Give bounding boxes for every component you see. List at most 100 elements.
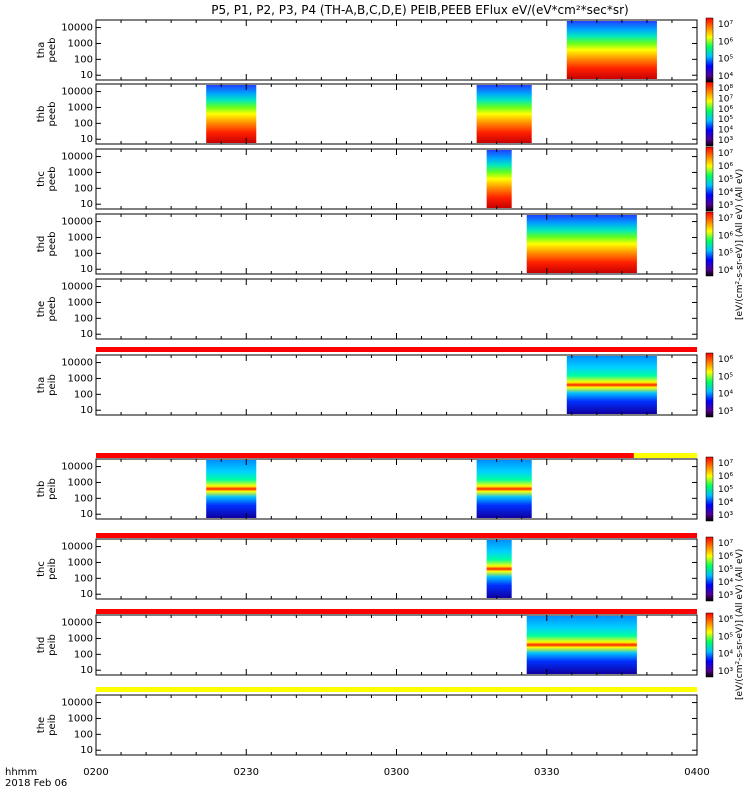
panel-label-line: peeb [47, 167, 58, 192]
figure-title: P5, P1, P2, P3, P4 (TH-A,B,C,D,E) PEIB,P… [211, 3, 628, 17]
y-tick-label: 10000 [61, 618, 93, 629]
y-tick-label: 100 [74, 248, 93, 259]
spectrogram-block [486, 540, 512, 598]
panel-label: thepeib [36, 714, 58, 736]
panel-label-line: thd [36, 637, 47, 654]
colorbar-tick-label: 10⁵ [718, 565, 733, 575]
colorbar-tick-label: 10³ [718, 667, 733, 677]
flag-bar [96, 453, 634, 458]
y-tick-label: 10 [80, 509, 93, 520]
colorbar-tick-label: 10⁴ [718, 266, 733, 276]
colorbar-tick-label: 10⁵ [718, 485, 733, 495]
y-tick-label: 1000 [68, 38, 93, 49]
y-tick-label: 10000 [61, 358, 93, 369]
spectrogram-block [526, 215, 637, 273]
y-tick-label: 10 [80, 405, 93, 416]
panel-label-line: thc [36, 171, 47, 187]
y-tick-label: 10000 [61, 542, 93, 553]
y-tick-label: 100 [74, 313, 93, 324]
spectrogram-block [566, 21, 657, 79]
spectrogram-block [486, 150, 512, 208]
colorbar-tick-label: 10⁷ [718, 214, 733, 224]
y-tick-label: 10000 [61, 87, 93, 98]
panel-label-line: thb [36, 106, 47, 123]
colorbar [705, 211, 714, 277]
colorbar-tick-label: 10⁴ [718, 188, 733, 198]
panel-label: thdpeib [36, 634, 58, 656]
y-tick-label: 100 [74, 54, 93, 65]
y-tick-label: 1000 [68, 102, 93, 113]
y-tick-label: 10000 [61, 152, 93, 163]
colorbar [705, 612, 714, 678]
panel-label: thapeib [36, 374, 58, 396]
spectrogram-block [206, 85, 257, 143]
panel-frame [95, 694, 698, 756]
y-tick-label: 100 [74, 573, 93, 584]
colorbar-tick-label: 10⁶ [718, 472, 733, 482]
y-tick-label: 10 [80, 745, 93, 756]
y-tick-label: 1000 [68, 373, 93, 384]
panel-label-line: tha [36, 42, 47, 58]
spectrogram-block [526, 616, 637, 674]
spectrogram-block [476, 85, 532, 143]
colorbar-tick-label: 10³ [718, 201, 733, 211]
panel-label: thbpeib [36, 478, 58, 500]
spectrogram-block [566, 356, 657, 414]
panel-label-line: thb [36, 481, 47, 498]
colorbar [705, 456, 714, 522]
flag-bar [633, 453, 697, 458]
y-tick-label: 10000 [61, 23, 93, 34]
colorbar-tick-label: 10⁷ [718, 149, 733, 159]
panel-label: thcpeib [36, 558, 58, 580]
y-tick-label: 1000 [68, 557, 93, 568]
y-tick-label: 10 [80, 589, 93, 600]
y-tick-label: 10000 [61, 282, 93, 293]
colorbar-tick-label: 10⁵ [718, 249, 733, 259]
panel-label-line: peib [47, 558, 58, 580]
y-tick-label: 10 [80, 329, 93, 340]
panel-label-line: peeb [47, 102, 58, 127]
panel-label: thbpeeb [36, 102, 58, 127]
colorbar-tick-label: 10⁷ [718, 94, 733, 104]
colorbar-tick-label: 10⁴ [718, 498, 733, 508]
panel-label-line: the [36, 717, 47, 733]
colorbar-tick-label: 10⁴ [718, 126, 733, 136]
colorbar-tick-label: 10⁶ [718, 37, 733, 47]
x-tick-label: 0300 [384, 767, 409, 778]
x-tick-label: 0330 [534, 767, 559, 778]
y-tick-label: 10000 [61, 217, 93, 228]
colorbar-tick-label: 10⁶ [718, 552, 733, 562]
y-tick-label: 10 [80, 665, 93, 676]
colorbar [705, 17, 714, 83]
panel-label-line: tha [36, 377, 47, 393]
panel-label-line: peib [47, 634, 58, 656]
colorbar-tick-label: 10³ [718, 407, 733, 417]
x-tick-label: 0400 [684, 767, 709, 778]
colorbar-tick-label: 10⁵ [718, 372, 733, 382]
panels-group: 10100100010000thapeeb10⁴10⁵10⁶10⁷1010010… [36, 17, 733, 778]
colorbar-tick-label: 10⁷ [718, 459, 733, 469]
colorbar-tick-label: 10⁶ [718, 105, 733, 115]
panel-label: thepeeb [36, 297, 58, 322]
colorbar-tick-label: 10⁶ [718, 355, 733, 365]
colorbar-tick-label: 10⁸ [718, 84, 733, 94]
colorbar-tick-label: 10⁵ [718, 55, 733, 65]
y-tick-label: 100 [74, 389, 93, 400]
panel-label-line: the [36, 301, 47, 317]
panel-label-line: peib [47, 714, 58, 736]
y-tick-label: 10 [80, 70, 93, 81]
panel-label-line: peib [47, 478, 58, 500]
panel-label-line: peeb [47, 232, 58, 257]
y-tick-label: 1000 [68, 297, 93, 308]
colorbar-tick-label: 10⁷ [718, 539, 733, 549]
y-tick-label: 100 [74, 649, 93, 660]
panel-frame [95, 458, 698, 520]
